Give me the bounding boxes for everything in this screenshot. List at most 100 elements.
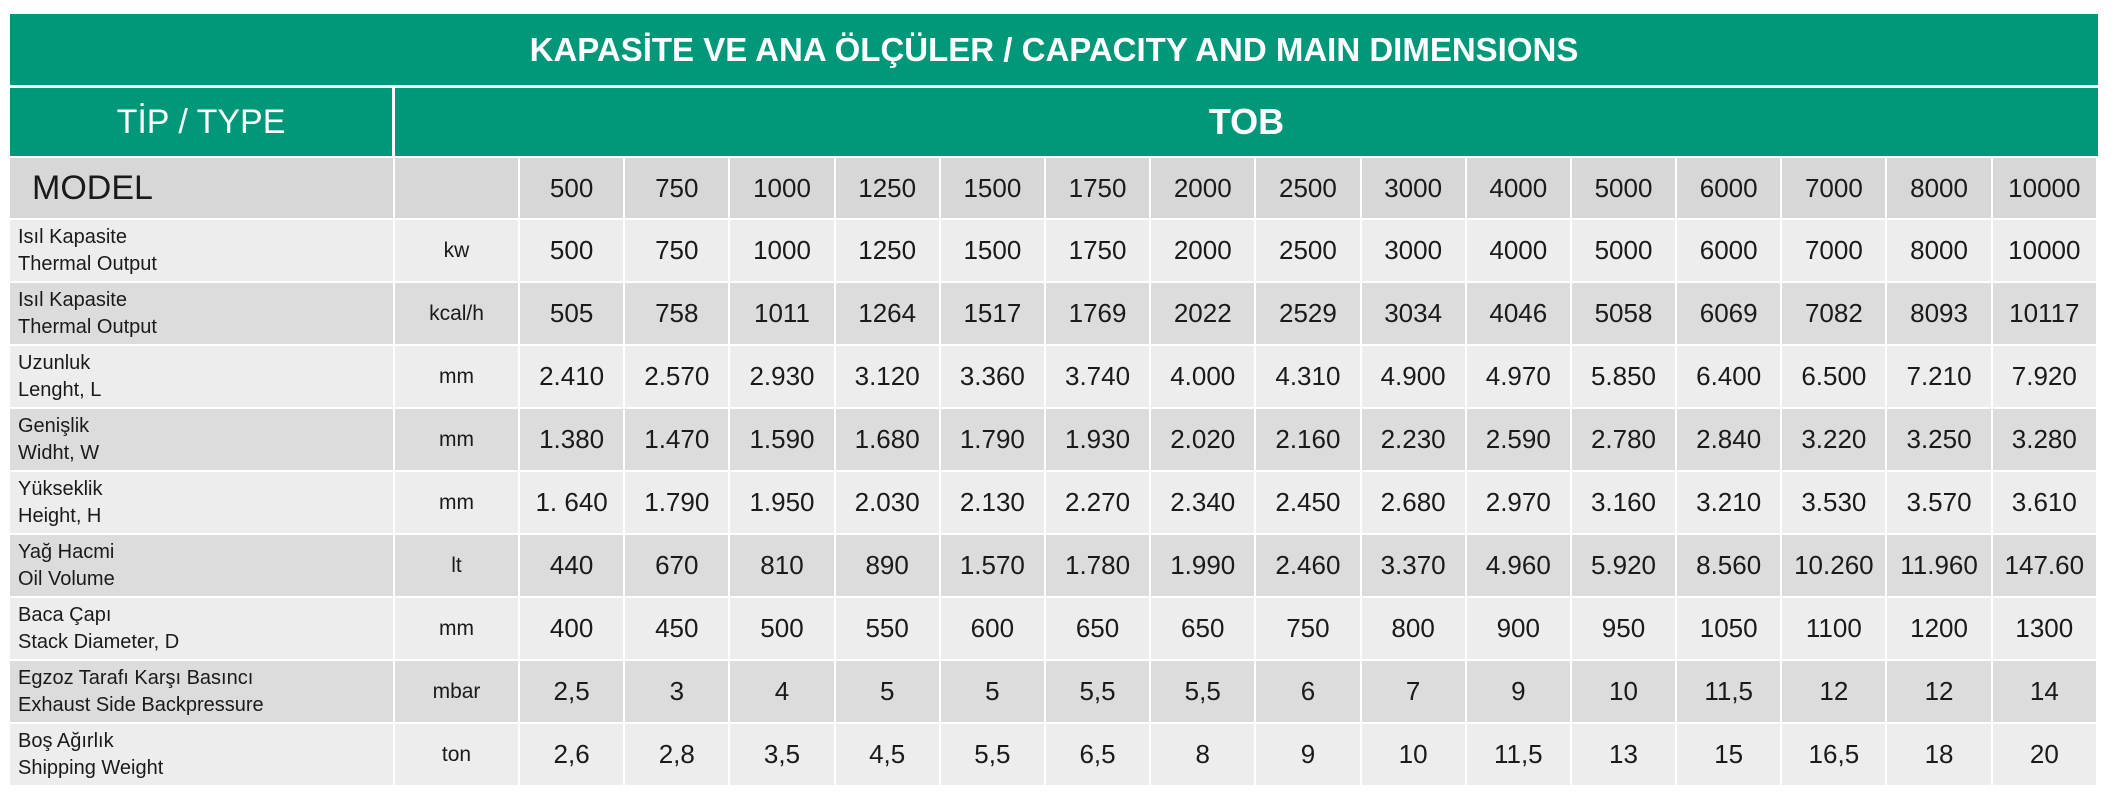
table-title: KAPASİTE VE ANA ÖLÇÜLER / CAPACITY AND M… [10,14,2098,88]
parameter-label: Boş Ağırlık Shipping Weight [10,724,396,787]
value-cell: 1.930 [1045,409,1152,472]
value-cell: 2529 [1256,283,1362,346]
value-cell: 4000 [1466,220,1572,283]
value-cell: 505 [520,283,626,346]
value-cell: 2.780 [1571,409,1678,472]
value-cell: 1.590 [730,409,836,472]
value-cell: 2.030 [835,472,941,535]
value-cell: 3.160 [1571,472,1678,535]
value-cell: 3.740 [1045,346,1152,409]
value-cell: 11.960 [1887,535,1993,598]
parameter-label-tr: Genişlik [18,414,90,437]
value-cell: 1250 [835,220,941,283]
value-cell: 4.900 [1361,346,1467,409]
value-cell: 1.470 [625,409,731,472]
unit-cell: mm [395,409,521,472]
value-cell: 1000 [730,220,836,283]
parameter-label: Yağ Hacmi Oil Volume [10,535,396,598]
value-cell: 670 [625,535,731,598]
value-cell: 1517 [940,283,1046,346]
table-row: Baca Çapı Stack Diameter, D mm 400 450 500 550… [10,598,2098,661]
value-cell: 5 [835,661,941,724]
value-cell: 3.530 [1782,472,1888,535]
table-row: Egzoz Tarafı Karşı Basıncı Exhaust Side B… [10,661,2098,724]
value-cell: 1200 [1887,598,1993,661]
model-number-cell: 6000 [1677,158,1783,220]
table-row: Isıl Kapasite Thermal Output kw 500 750 1000 1… [10,220,2098,283]
value-cell: 2.460 [1256,535,1362,598]
model-number-cell: 1000 [730,158,836,220]
model-number-cell: 3000 [1361,158,1467,220]
parameter-label-en: Exhaust Side Backpressure [18,693,264,716]
parameter-label: Yükseklik Height, H [10,472,396,535]
value-cell: 16,5 [1782,724,1888,787]
value-cell: 13 [1571,724,1678,787]
value-cell: 4 [730,661,836,724]
value-cell: 12 [1782,661,1888,724]
value-cell: 4.000 [1151,346,1257,409]
unit-cell: kcal/h [395,283,521,346]
parameter-label-en: Thermal Output [18,315,157,338]
value-cell: 1300 [1992,598,2098,661]
value-cell: 8 [1151,724,1257,787]
parameter-label-en: Lenght, L [18,378,102,401]
model-unit-cell [395,158,521,220]
table-row: Yağ Hacmi Oil Volume lt 440 670 810 890 1.570 1.… [10,535,2098,598]
value-cell: 810 [730,535,836,598]
value-cell: 3.370 [1361,535,1467,598]
value-cell: 6.500 [1782,346,1888,409]
value-cell: 10117 [1992,283,2098,346]
value-cell: 2.230 [1361,409,1467,472]
model-number-cell: 1500 [940,158,1046,220]
value-cell: 1264 [835,283,941,346]
value-cell: 758 [625,283,731,346]
value-cell: 2.570 [625,346,731,409]
specs-table: KAPASİTE VE ANA ÖLÇÜLER / CAPACITY AND M… [10,14,2098,787]
type-label: TİP / TYPE [10,88,396,158]
value-cell: 2000 [1151,220,1257,283]
model-number-cell: 1750 [1045,158,1152,220]
table-row: Yükseklik Height, H mm 1. 640 1.790 1.950 2.03… [10,472,2098,535]
unit-cell: ton [395,724,521,787]
value-cell: 10000 [1992,220,2098,283]
value-cell: 950 [1571,598,1678,661]
value-cell: 3,5 [730,724,836,787]
value-cell: 10 [1571,661,1678,724]
value-cell: 890 [835,535,941,598]
value-cell: 2.130 [940,472,1046,535]
value-cell: 3.360 [940,346,1046,409]
value-cell: 500 [520,220,626,283]
value-cell: 14 [1992,661,2098,724]
parameter-label-tr: Egzoz Tarafı Karşı Basıncı [18,666,254,689]
parameter-label: Isıl Kapasite Thermal Output [10,220,396,283]
value-cell: 440 [520,535,626,598]
value-cell: 550 [835,598,941,661]
value-cell: 2500 [1256,220,1362,283]
table-row: Boş Ağırlık Shipping Weight ton 2,6 2,8 3,5 4,… [10,724,2098,787]
model-row: MODEL 500 750 1000 1250 1500 1750 2000 2500 3000… [10,158,2098,220]
parameter-label: Isıl Kapasite Thermal Output [10,283,396,346]
value-cell: 2.340 [1151,472,1257,535]
value-cell: 1.790 [940,409,1046,472]
parameter-label-tr: Boş Ağırlık [18,729,114,752]
value-cell: 6,5 [1045,724,1152,787]
value-cell: 3.220 [1782,409,1888,472]
value-cell: 1. 640 [520,472,626,535]
value-cell: 11,5 [1466,724,1572,787]
value-cell: 400 [520,598,626,661]
value-cell: 1750 [1045,220,1152,283]
value-cell: 3000 [1361,220,1467,283]
value-cell: 5,5 [940,724,1046,787]
value-cell: 1050 [1677,598,1783,661]
value-cell: 147.60 [1992,535,2098,598]
value-cell: 3.120 [835,346,941,409]
value-cell: 8093 [1887,283,1993,346]
value-cell: 750 [1256,598,1362,661]
value-cell: 4.310 [1256,346,1362,409]
value-cell: 2,5 [520,661,626,724]
parameter-label-en: Height, H [18,504,102,527]
parameter-label-tr: Yağ Hacmi [18,540,115,563]
value-cell: 3.570 [1887,472,1993,535]
value-cell: 7000 [1782,220,1888,283]
value-cell: 450 [625,598,731,661]
